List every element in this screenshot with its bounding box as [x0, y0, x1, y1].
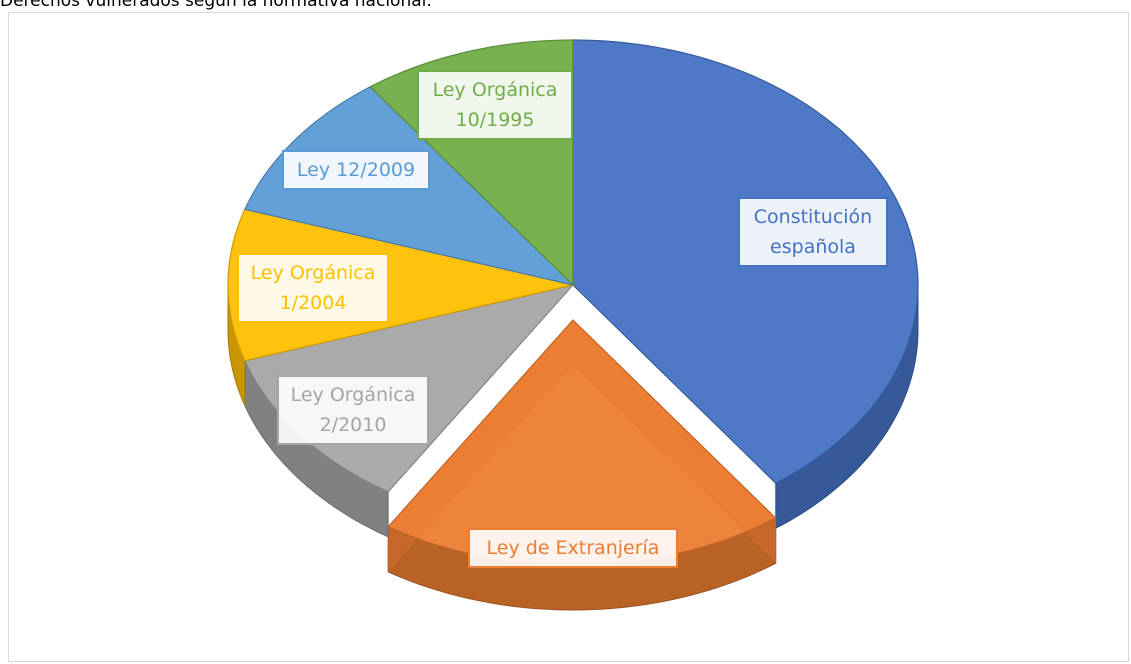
data-label: Ley Orgánica 1/2004	[237, 253, 389, 323]
chart-title: Derechos vulnerados según la normativa n…	[0, 0, 432, 11]
data-label: Ley Orgánica 10/1995	[417, 70, 573, 140]
data-label: Constitución española	[738, 197, 888, 267]
data-label: Ley 12/2009	[282, 150, 430, 190]
data-label: Ley de Extranjería	[468, 528, 678, 568]
chart-frame	[8, 12, 1129, 662]
data-label: Ley Orgánica 2/2010	[277, 375, 429, 445]
